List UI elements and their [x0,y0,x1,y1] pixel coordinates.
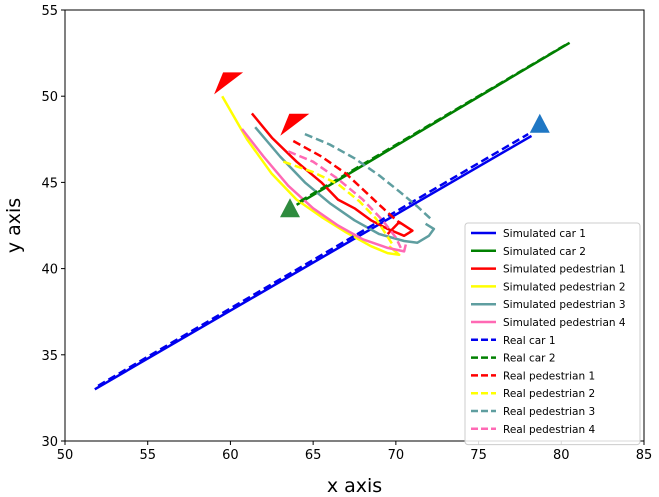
red-arrow-marker-1 [214,72,244,95]
y-tick-label: 30 [41,435,58,450]
legend-label: Real pedestrian 4 [503,424,595,436]
legend-label: Real car 1 [503,335,556,347]
legend-box [464,222,641,446]
x-axis: 50 55 60 65 70 75 80 85 [57,441,653,463]
series-line-simulated-pedestrian-2 [221,95,401,257]
legend-label: Real pedestrian 1 [503,370,595,382]
x-tick-label: 75 [470,448,487,463]
series-line-simulated-car-1 [94,134,533,391]
legend-entry: Real pedestrian 3 [471,406,595,418]
x-tick-label: 85 [636,448,653,463]
plot-frame [64,9,645,442]
plot-markers [214,72,550,218]
legend-entry: Simulated car 2 [471,246,586,258]
y-axis-label: y axis [3,198,25,253]
legend-entry: Real pedestrian 1 [471,370,595,382]
legend-entry: Simulated pedestrian 2 [471,281,626,293]
green-arrow-marker [280,198,300,218]
red-arrow-marker-2 [280,113,310,136]
legend-entry: Real pedestrian 2 [471,388,595,400]
legend-entry: Real car 1 [471,335,556,347]
x-tick-label: 55 [139,448,156,463]
legend-label: Real pedestrian 3 [503,406,595,418]
legend-entry: Simulated car 1 [471,228,586,240]
legend-label: Real pedestrian 2 [503,388,595,400]
series-line-real-car-2 [299,43,567,203]
legend: Simulated car 1 Simulated car 2 Simulated … [464,222,641,446]
y-tick-label: 35 [41,349,58,364]
legend-label: Simulated pedestrian 1 [503,264,626,276]
series-line-real-pedestrian-3 [304,132,434,222]
x-tick-label: 65 [305,448,322,463]
legend-label: Simulated pedestrian 2 [503,281,626,293]
y-tick-label: 40 [41,263,58,278]
series-line-simulated-pedestrian-1 [250,112,414,238]
x-tick-label: 80 [553,448,570,463]
x-tick-label: 50 [57,448,74,463]
legend-label: Simulated car 2 [503,246,586,258]
y-tick-label: 45 [41,176,58,191]
legend-entry: Simulated pedestrian 4 [471,317,626,329]
legend-label: Simulated pedestrian 3 [503,299,626,311]
x-tick-label: 60 [222,448,239,463]
legend-entry: Real pedestrian 4 [471,424,595,436]
legend-label: Real car 2 [503,353,556,365]
legend-entry: Simulated pedestrian 3 [471,299,626,311]
series-line-real-pedestrian-2 [282,160,394,246]
plot-lines [94,41,571,391]
series-line-real-car-1 [97,133,529,387]
series-line-real-pedestrian-1 [292,139,402,225]
legend-entry: Real car 2 [471,353,556,365]
y-tick-label: 50 [41,90,58,105]
series-line-simulated-pedestrian-4 [241,128,408,253]
y-tick-label: 55 [41,4,58,19]
legend-label: Simulated car 1 [503,228,586,240]
legend-entry: Simulated pedestrian 1 [471,264,626,276]
x-axis-label: x axis [327,475,382,497]
x-tick-label: 70 [388,448,405,463]
blue-arrow-marker [529,113,550,133]
legend-label: Simulated pedestrian 4 [503,317,626,329]
series-line-simulated-pedestrian-3 [254,126,436,244]
y-axis: 30 35 40 45 50 55 [41,4,65,450]
series-line-real-pedestrian-4 [287,150,402,249]
